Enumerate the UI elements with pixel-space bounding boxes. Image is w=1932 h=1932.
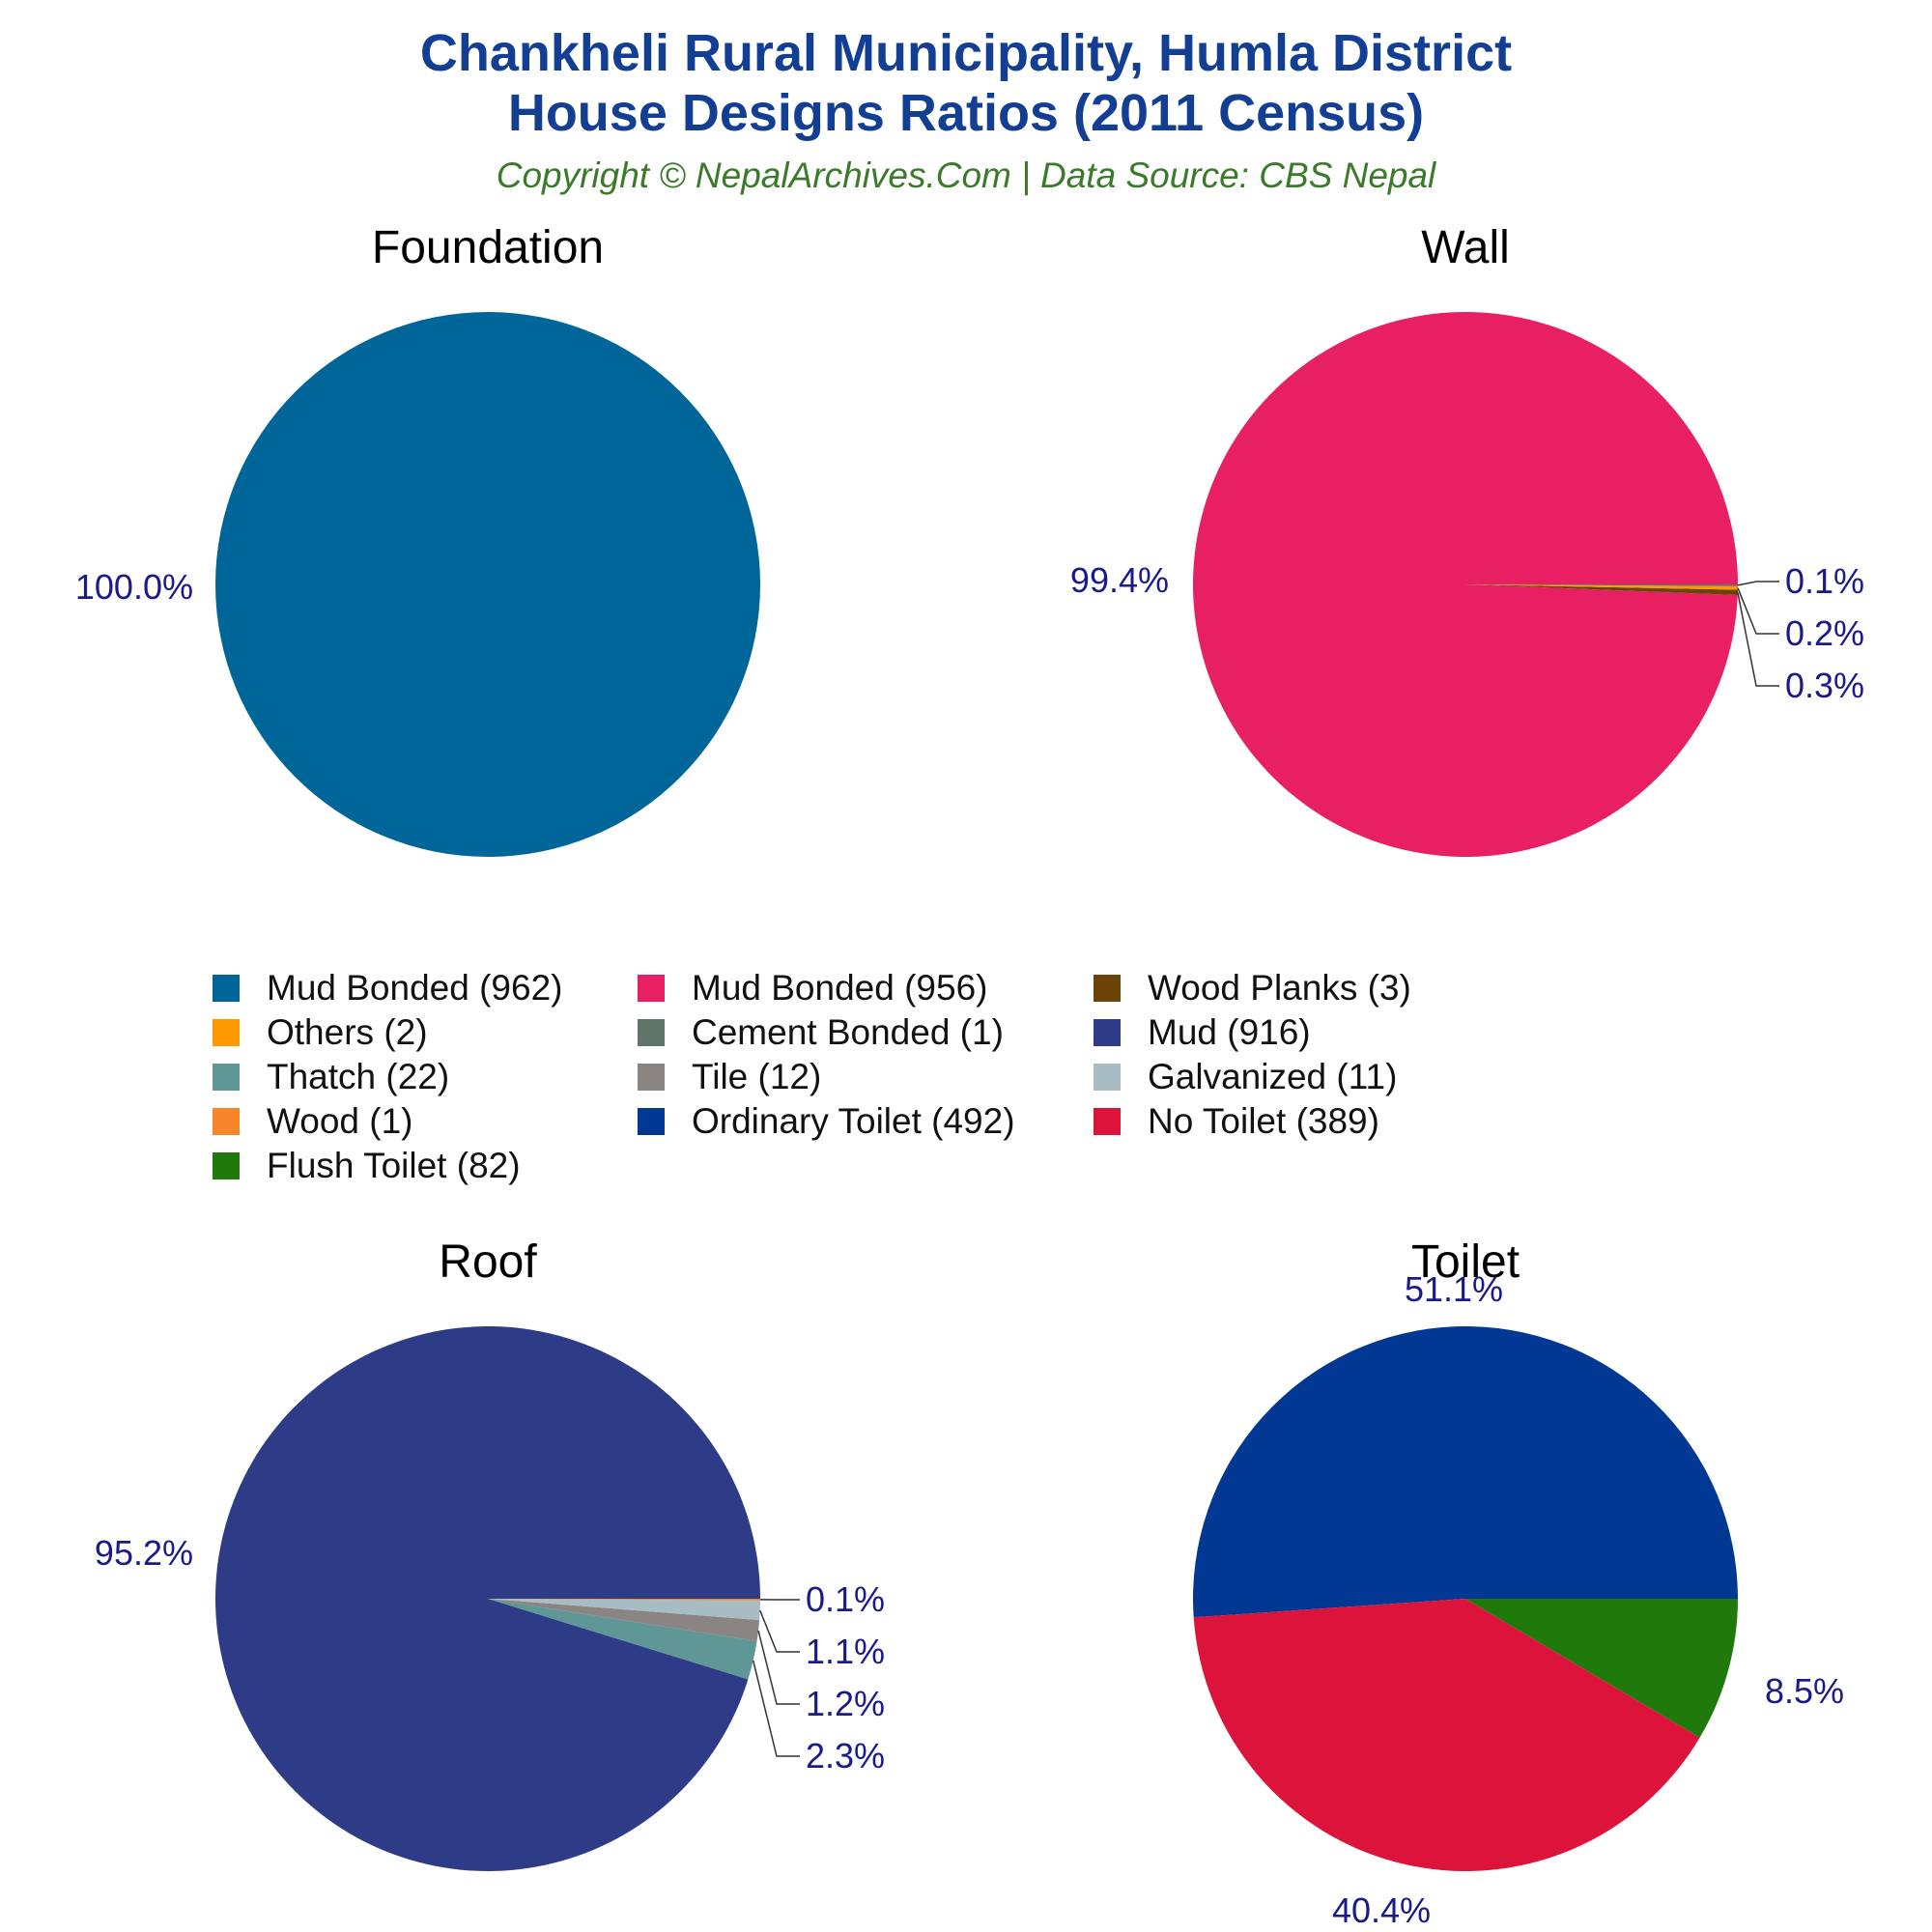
- pie-title: Roof: [439, 1236, 537, 1288]
- slice-percent-label: 40.4%: [1332, 1890, 1431, 1930]
- slice-percent-label: 8.5%: [1765, 1671, 1844, 1711]
- legend-item: Cement Bonded (1): [638, 1010, 1004, 1055]
- legend-swatch: [213, 975, 240, 1002]
- legend-item: Tile (12): [638, 1055, 821, 1099]
- legend-item: Wood Planks (3): [1094, 966, 1411, 1010]
- pie-slice: [1465, 584, 1738, 596]
- leader-line: [759, 1609, 800, 1653]
- legend-label: Others (2): [267, 1012, 428, 1052]
- legend-item: Mud (916): [1094, 1010, 1311, 1055]
- legend-swatch: [1094, 1064, 1121, 1091]
- legend-swatch: [213, 1152, 240, 1179]
- leader-line: [1737, 581, 1779, 586]
- legend-swatch: [638, 1064, 665, 1091]
- slice-percent-label: 100.0%: [75, 567, 193, 607]
- legend-label: Tile (12): [692, 1057, 822, 1096]
- pie-slice: [488, 1599, 760, 1601]
- leader-line: [757, 1630, 800, 1705]
- legend-swatch: [1094, 1108, 1121, 1135]
- legend-label: Mud (916): [1148, 1012, 1311, 1052]
- pie-title: Toilet: [1411, 1236, 1520, 1288]
- legend-item: Others (2): [213, 1010, 428, 1055]
- leader-line: [1737, 587, 1779, 635]
- legend-swatch: [638, 1019, 665, 1046]
- slice-percent-label: 0.1%: [806, 1579, 885, 1619]
- leader-line: [752, 1660, 800, 1757]
- pie-slice: [488, 1599, 760, 1642]
- slice-percent-label: 51.1%: [1405, 1269, 1503, 1309]
- pie-slice: [488, 1599, 757, 1680]
- legend-label: Ordinary Toilet (492): [692, 1101, 1015, 1141]
- pie-slice: [1192, 312, 1738, 858]
- pie-slice: [1465, 1599, 1738, 1738]
- slice-percent-label: 0.2%: [1785, 613, 1864, 653]
- legend-swatch: [1094, 975, 1121, 1002]
- leader-line: [1737, 592, 1779, 687]
- legend-label: Wood (1): [267, 1101, 413, 1141]
- slice-percent-label: 1.1%: [806, 1632, 885, 1671]
- chart-subtitle: Copyright © NepalArchives.Com | Data Sou…: [496, 156, 1436, 195]
- pie-chart-wall: Wall 99.4% 0.3% 0.2% 0.1%: [1070, 222, 1864, 858]
- pie-chart-foundation: Foundation 100.0%: [75, 222, 760, 857]
- slice-percent-label: 99.4%: [1070, 560, 1169, 600]
- legend-item: Thatch (22): [213, 1055, 449, 1099]
- legend-swatch: [213, 1019, 240, 1046]
- slice-percent-label: 0.3%: [1785, 666, 1864, 705]
- chart-title-line-1: Chankheli Rural Municipality, Humla Dist…: [419, 24, 1513, 82]
- pie-slice: [1465, 584, 1738, 586]
- legend-swatch: [638, 1108, 665, 1135]
- legend-label: Flush Toilet (82): [267, 1146, 521, 1185]
- pie-title: Wall: [1421, 222, 1510, 273]
- legend-item: Flush Toilet (82): [213, 1144, 521, 1188]
- slice-percent-label: 95.2%: [95, 1533, 193, 1573]
- legend-item: Mud Bonded (956): [638, 966, 987, 1010]
- pie-slice: [214, 1326, 760, 1872]
- legend-label: Mud Bonded (956): [692, 968, 988, 1008]
- pie-slice: [215, 312, 760, 857]
- chart-title-line-2: House Designs Ratios (2011 Census): [507, 84, 1425, 142]
- slice-percent-label: 1.2%: [806, 1684, 885, 1723]
- legend-swatch: [213, 1064, 240, 1091]
- legend-swatch: [1094, 1019, 1121, 1046]
- legend-label: Mud Bonded (962): [267, 968, 563, 1008]
- slice-percent-label: 0.1%: [1785, 561, 1864, 601]
- legend-label: Cement Bonded (1): [692, 1012, 1004, 1052]
- legend-item: Wood (1): [213, 1099, 413, 1144]
- chart-header: Chankheli Rural Municipality, Humla Dist…: [0, 23, 1932, 199]
- legend-swatch: [213, 1108, 240, 1135]
- pie-slice: [1193, 1599, 1700, 1872]
- legend-label: Thatch (22): [267, 1057, 450, 1096]
- legend-item: No Toilet (389): [1094, 1099, 1379, 1144]
- legend-swatch: [638, 975, 665, 1002]
- slice-percent-label: 2.3%: [806, 1736, 885, 1776]
- pie-slice: [488, 1599, 760, 1621]
- legend-item: Mud Bonded (962): [213, 966, 562, 1010]
- legend-label: Galvanized (11): [1148, 1057, 1398, 1096]
- pie-title: Foundation: [372, 222, 604, 273]
- pie-slice: [1192, 1325, 1738, 1618]
- legend-label: No Toilet (389): [1148, 1101, 1379, 1141]
- legend-item: Galvanized (11): [1094, 1055, 1397, 1099]
- pie-chart-roof: Roof 95.2% 2.3% 1.2% 1.1% 0.1%: [95, 1236, 885, 1872]
- legend-item: Ordinary Toilet (492): [638, 1099, 1015, 1144]
- legend-label: Wood Planks (3): [1148, 968, 1411, 1008]
- pie-slice: [1465, 584, 1738, 590]
